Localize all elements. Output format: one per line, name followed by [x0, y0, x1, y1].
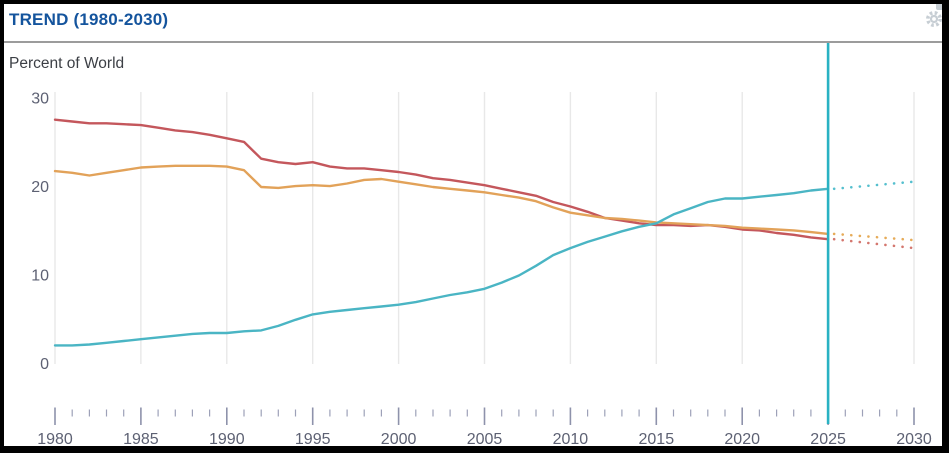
header-divider: [4, 41, 942, 43]
y-axis-label: 20: [31, 179, 49, 196]
y-axis-label: 30: [31, 91, 49, 108]
x-axis-label: 1995: [295, 431, 331, 448]
x-axis-label: 1980: [37, 431, 73, 448]
y-axis-title: Percent of World: [9, 55, 125, 72]
x-axis-label: 2000: [381, 431, 417, 448]
series-red-projection-line: [832, 237, 916, 250]
x-axis-label: 1990: [209, 431, 245, 448]
series-orange-projection-line: [832, 232, 916, 242]
clipped-icon-fragment: [936, 4, 942, 10]
x-axis-label: 1985: [123, 431, 159, 448]
series-red-line: [53, 118, 830, 241]
x-axis-label: 2020: [724, 431, 760, 448]
series-teal-line: [53, 187, 830, 347]
x-axis-label: 2010: [553, 431, 589, 448]
x-axis-label: 2030: [896, 431, 932, 448]
panel-title: TREND (1980-2030): [9, 10, 169, 29]
x-axis-label: 2015: [639, 431, 675, 448]
y-axis-label: 10: [31, 268, 49, 285]
series-teal-projection-line: [832, 180, 916, 191]
series-orange-line: [53, 164, 830, 236]
gear-icon[interactable]: [924, 9, 942, 29]
x-axis-label: 2025: [810, 431, 846, 448]
x-axis-label: 2005: [467, 431, 503, 448]
y-axis-label: 0: [40, 356, 49, 373]
